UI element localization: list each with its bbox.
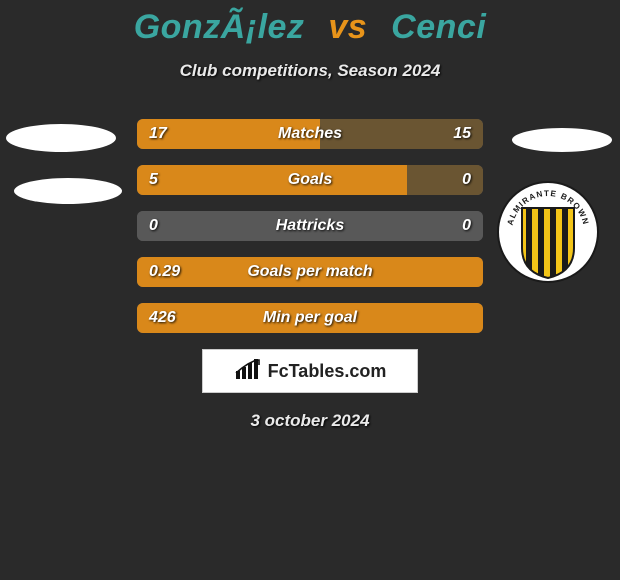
stat-label: Goals <box>137 165 483 195</box>
player1-avatar-placeholder <box>6 124 116 152</box>
stat-label: Goals per match <box>137 257 483 287</box>
title-player2: Cenci <box>391 8 486 46</box>
player2-avatar-placeholder <box>512 128 612 152</box>
brand-box[interactable]: FcTables.com <box>202 349 418 393</box>
brand-chart-icon <box>234 357 262 386</box>
stat-right-value: 0 <box>462 211 471 241</box>
stat-row: 17Matches15 <box>137 119 483 149</box>
widget-root: GonzÃ¡lez vs Cenci Club competitions, Se… <box>0 0 620 431</box>
subtitle: Club competitions, Season 2024 <box>0 61 620 81</box>
stat-row: 0.29Goals per match <box>137 257 483 287</box>
title-vs: vs <box>328 8 367 46</box>
stat-row: 5Goals0 <box>137 165 483 195</box>
player2-team-logo: ALMIRANTE BROWN <box>496 180 600 284</box>
player1-team-placeholder <box>14 178 122 204</box>
stat-row: 426Min per goal <box>137 303 483 333</box>
stat-label: Matches <box>137 119 483 149</box>
stat-label: Hattricks <box>137 211 483 241</box>
stat-right-value: 0 <box>462 165 471 195</box>
stats-panel: 17Matches155Goals00Hattricks00.29Goals p… <box>137 119 483 333</box>
title-player1: GonzÃ¡lez <box>134 8 305 46</box>
stat-label: Min per goal <box>137 303 483 333</box>
stat-right-value: 15 <box>453 119 471 149</box>
brand-text: FcTables.com <box>268 361 387 382</box>
date-text: 3 october 2024 <box>0 411 620 431</box>
page-title: GonzÃ¡lez vs Cenci <box>0 0 620 47</box>
stat-row: 0Hattricks0 <box>137 211 483 241</box>
